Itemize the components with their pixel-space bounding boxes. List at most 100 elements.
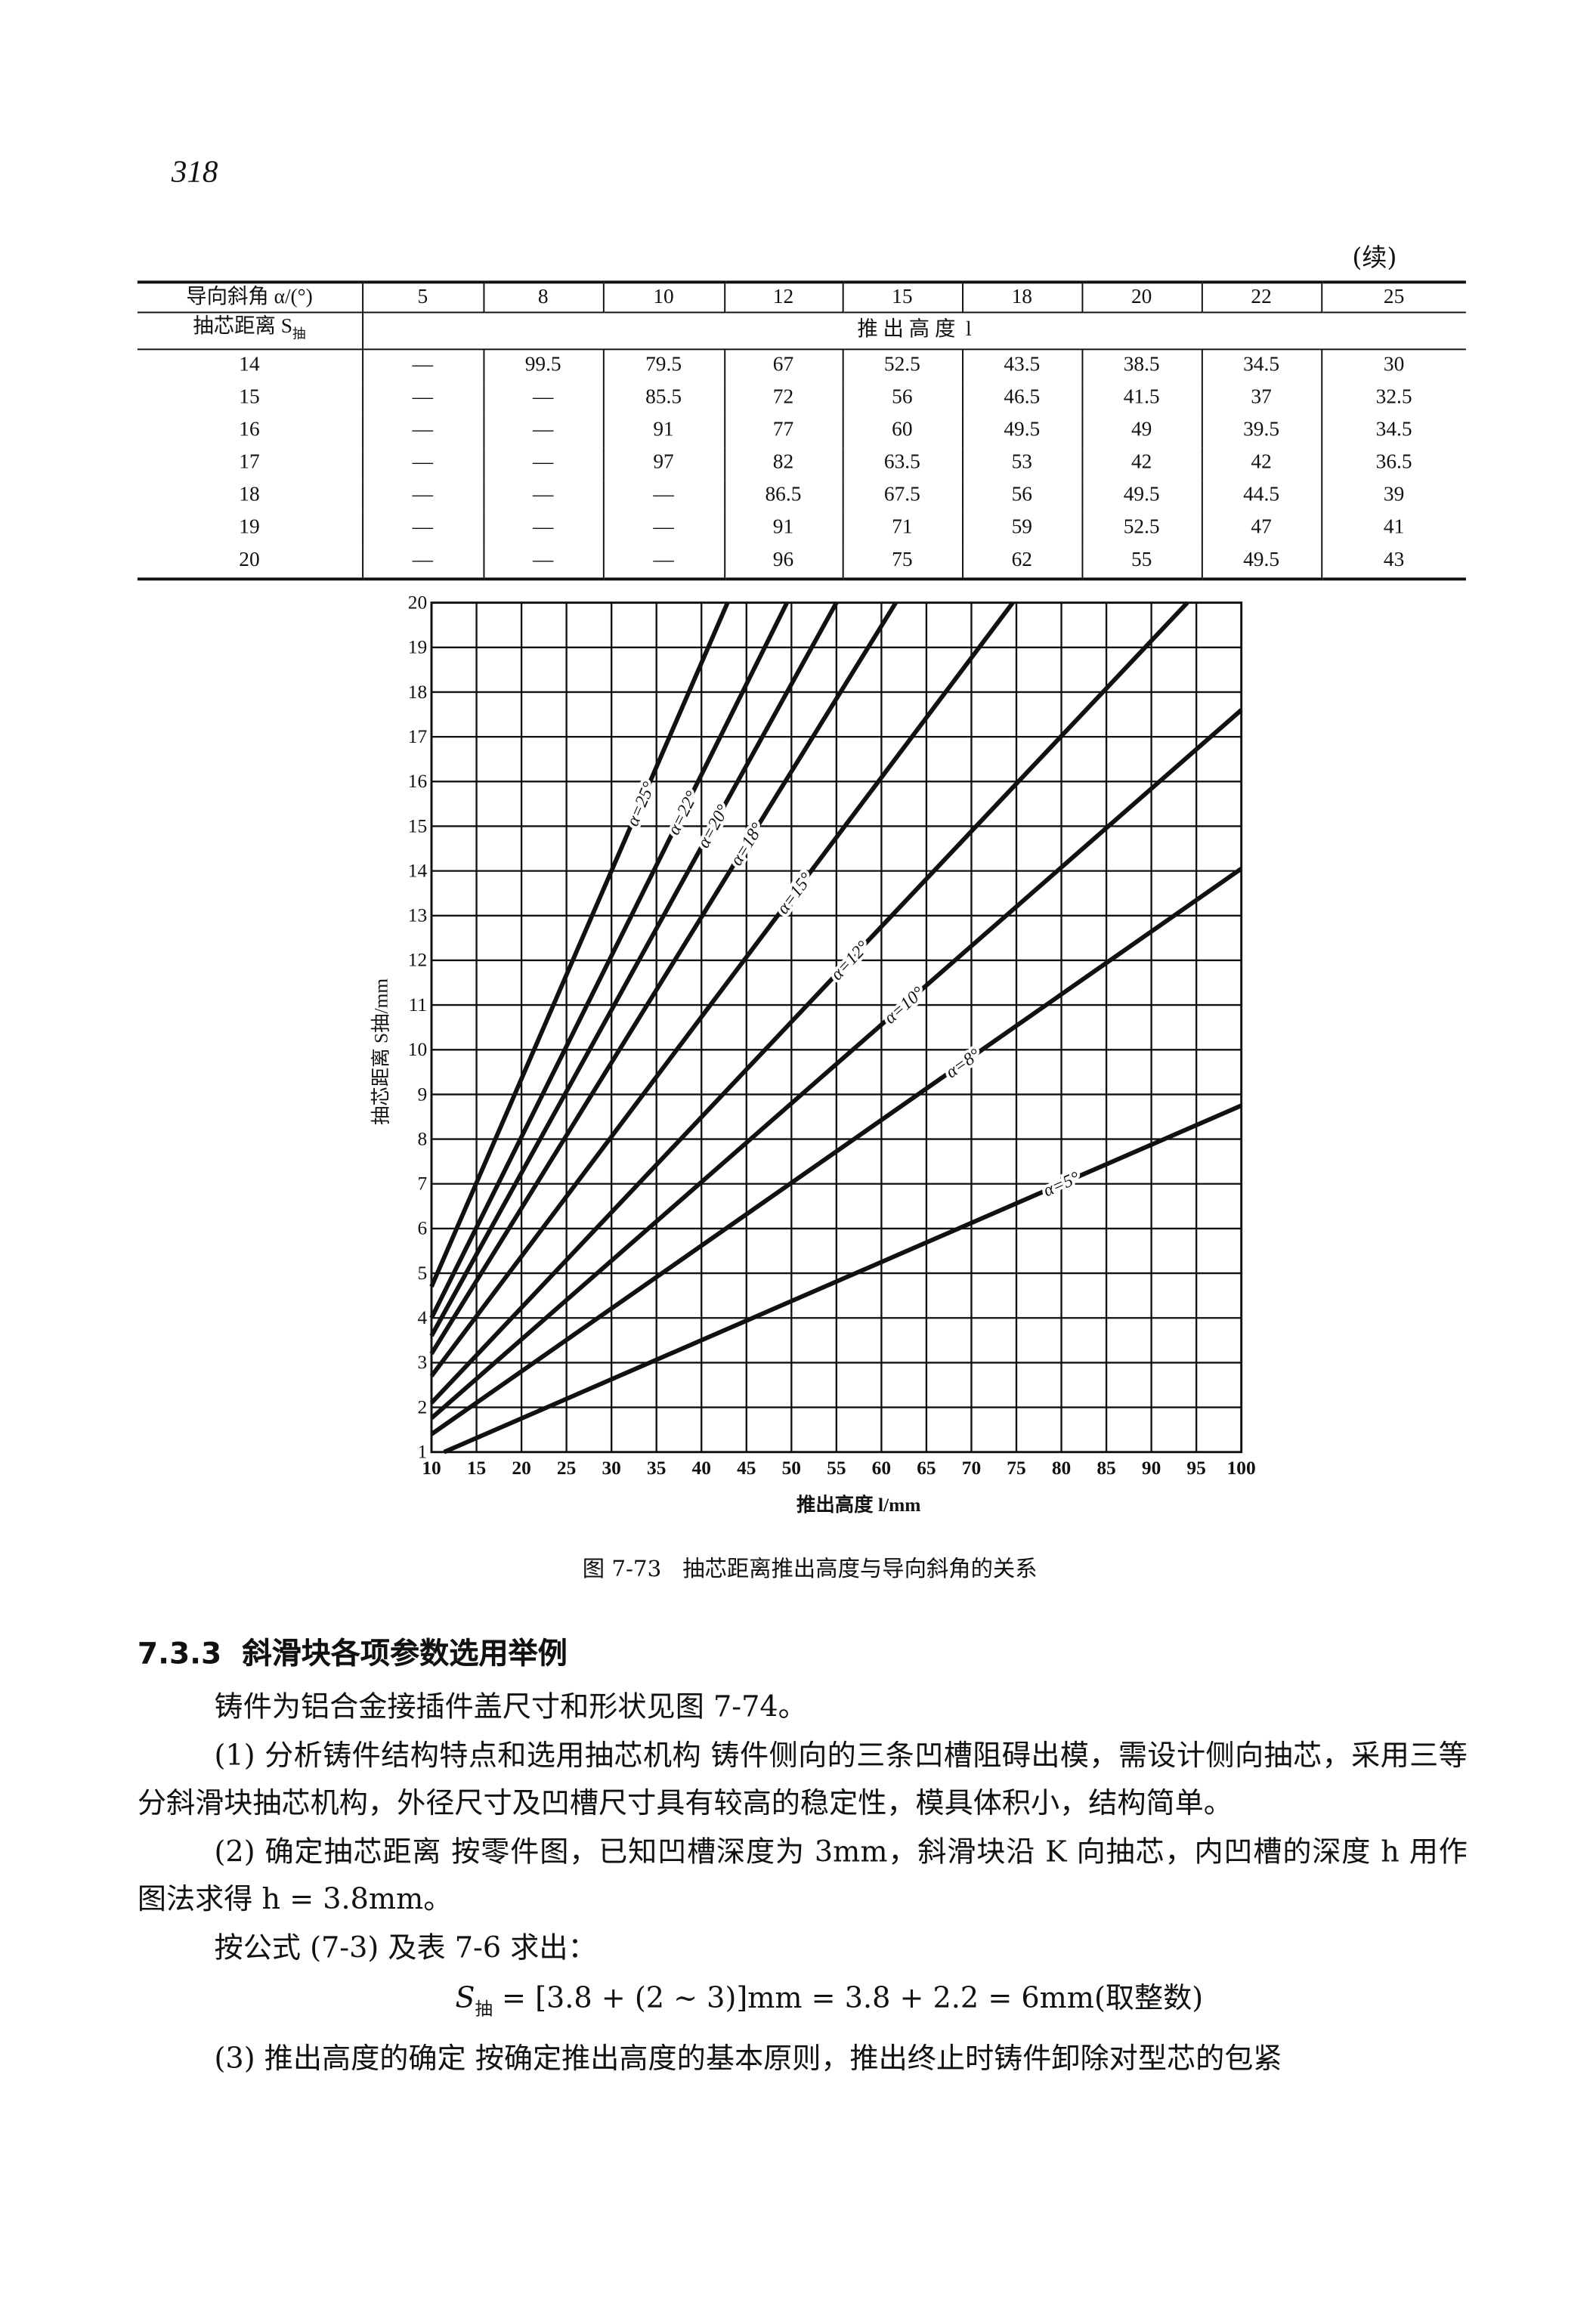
y-tick-label: 20 xyxy=(408,592,427,613)
paragraph: (3) 推出高度的确定 按确定推出高度的基本原则，推出终止时铸件卸除对型芯的包紧 xyxy=(214,2041,1282,2076)
table-cell: 37 xyxy=(1200,382,1322,415)
table-cell: 72 xyxy=(723,382,843,415)
x-tick-label: 15 xyxy=(467,1458,486,1479)
table-cell: 77 xyxy=(723,414,843,447)
table-cell: 49.5 xyxy=(1200,544,1322,580)
table-cell: — xyxy=(361,382,484,415)
y-tick-label: 15 xyxy=(408,815,427,836)
table-cell: — xyxy=(361,348,484,382)
table-cell: 32.5 xyxy=(1320,382,1466,415)
table-cell: — xyxy=(482,382,603,415)
table-cell: — xyxy=(361,544,484,580)
table-cell: 15 xyxy=(239,386,260,410)
paragraph: (2) 确定抽芯距离 按零件图，已知凹槽深度为 3mm，斜滑块沿 K 向抽芯，内… xyxy=(137,1835,1468,1915)
table-cell: 96 xyxy=(723,544,843,580)
table-cell: 41 xyxy=(1320,512,1466,545)
table-row: 16— —91 77 60 49.5 49 39.5 34.5 xyxy=(138,414,1466,447)
table-cell: — xyxy=(602,512,725,545)
y-tick-label: 2 xyxy=(417,1396,427,1417)
table-cell: 30 xyxy=(1320,348,1466,382)
table-cell: 49.5 xyxy=(961,414,1082,447)
y-tick-label: 4 xyxy=(417,1307,427,1328)
y-tick-label: 5 xyxy=(417,1263,427,1284)
paragraph: (1) 分析铸件结构特点和选用抽芯机构 铸件侧向的三条凹槽阻碍出模，需设计侧向抽… xyxy=(137,1739,1468,1819)
x-tick-label: 40 xyxy=(692,1458,711,1479)
x-tick-label: 70 xyxy=(962,1458,981,1479)
paragraph: 铸件为铝合金接插件盖尺寸和形状见图 7-74。 xyxy=(214,1689,807,1724)
x-tick-label: 75 xyxy=(1007,1458,1025,1479)
data-table: 导向斜角 α/(°) 5 8 10 12 15 18 20 22 25 抽芯距离 S抽 推 出 … xyxy=(137,280,1466,580)
y-tick-label: 11 xyxy=(409,994,427,1016)
series-label: α=22° xyxy=(664,788,702,838)
series-label: α=25° xyxy=(623,779,659,829)
series-line xyxy=(429,601,839,1337)
figure-caption: 图 7-73 抽芯距离推出高度与导向斜角的关系 xyxy=(582,1555,1038,1582)
table-cell: 62 xyxy=(961,544,1082,580)
header-cell: 15 xyxy=(841,280,963,314)
subscript: 抽 xyxy=(292,326,306,342)
y-tick-label: 6 xyxy=(417,1218,427,1239)
y-tick-label: 16 xyxy=(408,771,427,792)
header-row: 导向斜角 α/(°) 5 8 10 12 15 18 20 22 25 xyxy=(137,280,1466,314)
x-tick-label: 25 xyxy=(557,1458,576,1479)
table-row: 15— —85.5 72 56 46.5 41.5 37 32.5 xyxy=(138,382,1466,415)
table-cell: — xyxy=(482,512,603,545)
header-cell: 18 xyxy=(961,280,1082,314)
table-cell: 91 xyxy=(602,414,725,447)
table-cell: 86.5 xyxy=(723,479,843,512)
header-row: 抽芯距离 S抽 推 出 高 度 l xyxy=(137,312,1466,350)
table-row: 17— —97 82 63.5 53 42 42 36.5 xyxy=(138,447,1466,480)
table-cell: 52.5 xyxy=(1081,512,1202,545)
table-cell: 39 xyxy=(1320,479,1466,512)
table-cell: 79.5 xyxy=(602,348,725,382)
table-cell: 16 xyxy=(239,419,260,442)
table-cell: 14 xyxy=(239,354,260,377)
table-cell: — xyxy=(602,544,725,580)
table-row: 20— — —96 75 62 55 49.5 43 xyxy=(137,544,1466,580)
y-tick-label: 18 xyxy=(408,682,427,703)
table-cell: — xyxy=(361,479,484,512)
series-line xyxy=(430,867,1243,1436)
y-tick-label: 13 xyxy=(408,905,427,926)
series-line xyxy=(429,601,1189,1405)
x-tick-label: 10 xyxy=(422,1458,441,1479)
header-cell: 25 xyxy=(1320,280,1466,314)
table-cell: 47 xyxy=(1200,512,1322,545)
header-cell: 10 xyxy=(602,280,725,314)
y-tick-label: 14 xyxy=(408,860,428,881)
section-heading: 7.3.3 斜滑块各项参数选用举例 xyxy=(137,1635,568,1671)
table-cell: 82 xyxy=(723,447,843,480)
header-cell: 5 xyxy=(361,280,484,314)
subscript: 抽 xyxy=(475,1997,493,2019)
table-row: 14 —99.5 79.5 67 52.5 43.5 38.5 34.5 30 xyxy=(138,348,1466,382)
x-tick-label: 90 xyxy=(1142,1458,1161,1479)
table-cell: 34.5 xyxy=(1320,414,1466,447)
x-tick-label: 35 xyxy=(647,1458,666,1479)
table-cell: — xyxy=(602,479,725,512)
header-cell: 抽芯距离 S抽 xyxy=(137,312,363,350)
series-line xyxy=(429,601,730,1288)
table-cell: 56 xyxy=(841,382,963,415)
header-cell: 12 xyxy=(723,280,843,314)
table-cell: 91 xyxy=(723,512,843,545)
x-tick-label: 50 xyxy=(782,1458,801,1479)
x-tick-label: 45 xyxy=(737,1458,756,1479)
table-cell: — xyxy=(482,447,603,480)
table-cell: — xyxy=(361,414,484,447)
series-line xyxy=(429,601,789,1319)
header-cell: 导向斜角 α/(°) xyxy=(137,280,363,314)
table-row: 18— — —86.5 67.5 56 49.5 44.5 39 xyxy=(138,479,1466,512)
table-cell: — xyxy=(361,512,484,545)
header-text: 抽芯距离 S xyxy=(193,316,292,339)
table-cell: 20 xyxy=(137,544,363,580)
y-tick-label: 17 xyxy=(408,726,427,747)
table-cell: 63.5 xyxy=(841,447,963,480)
table-cell: 43 xyxy=(1320,544,1466,580)
table-cell: 18 xyxy=(239,484,260,507)
y-tick-label: 12 xyxy=(408,950,427,971)
header-cell: 22 xyxy=(1200,280,1322,314)
table-cell: 42 xyxy=(1200,447,1322,480)
table-cell: 53 xyxy=(961,447,1082,480)
x-tick-label: 20 xyxy=(512,1458,530,1479)
